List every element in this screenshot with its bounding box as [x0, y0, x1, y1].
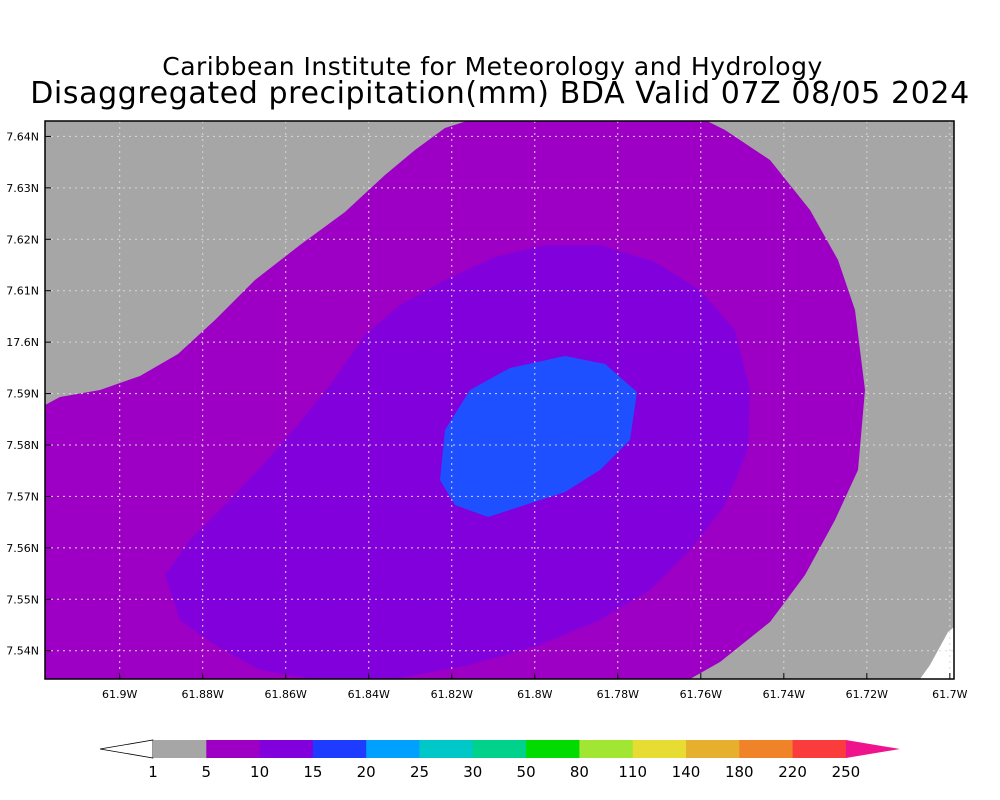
- colorbar-swatch: [366, 740, 420, 758]
- colorbar-label: 110: [618, 763, 647, 781]
- lon-tick-label: 61.82W: [431, 688, 473, 701]
- lat-tick-label: 7.62N: [6, 233, 39, 246]
- colorbar-label: 30: [463, 763, 482, 781]
- colorbar-swatch: [632, 740, 687, 758]
- colorbar-label: 80: [570, 763, 589, 781]
- lat-tick-label: 7.59N: [6, 388, 39, 401]
- region-below-1mm: [920, 627, 954, 679]
- colorbar-label: 15: [303, 763, 322, 781]
- colorbar-label: 220: [778, 763, 807, 781]
- colorbar-label: 20: [357, 763, 376, 781]
- colorbar-over-arrow: [845, 740, 900, 758]
- colorbar-swatch: [419, 740, 474, 758]
- colorbar-swatch: [686, 740, 740, 758]
- colorbar-label: 5: [202, 763, 212, 781]
- colorbar-label: 1: [148, 763, 158, 781]
- lon-tick-label: 61.8W: [517, 688, 552, 701]
- map-title: Caribbean Institute for Meteorology and …: [162, 52, 823, 81]
- lon-tick-label: 61.84W: [348, 688, 390, 701]
- lat-tick-label: 7.57N: [6, 490, 39, 503]
- colorbar-under-arrow: [99, 739, 154, 759]
- map-frame: [44, 120, 955, 680]
- colorbar-swatch: [153, 740, 207, 758]
- lon-tick-label: 61.78W: [597, 688, 639, 701]
- lon-tick-label: 61.88W: [182, 688, 224, 701]
- colorbar-label: 50: [517, 763, 536, 781]
- colorbar-label: 140: [672, 763, 701, 781]
- colorbar: 1 5 10 15 20 25 30 50 80 110 140 180 220 250: [99, 739, 900, 781]
- map-plot-area: [45, 121, 954, 679]
- colorbar-label: 25: [410, 763, 429, 781]
- colorbar-label: 180: [725, 763, 754, 781]
- colorbar-swatch: [526, 740, 580, 758]
- lat-tick-label: 7.64N: [6, 130, 39, 143]
- colorbar-label: 250: [832, 763, 861, 781]
- lon-tick-label: 61.74W: [763, 688, 805, 701]
- lon-tick-label: 61.76W: [680, 688, 722, 701]
- longitude-axis: 61.9W 61.88W 61.86W 61.84W 61.82W 61.8W 61.78W…: [102, 673, 968, 701]
- colorbar-swatch: [259, 740, 314, 758]
- latitude-axis: 7.64N 7.63N 7.62N 7.61N 17.6N 7.59N 7.58N 7.57N…: [6, 130, 51, 658]
- lat-tick-label: 7.55N: [6, 593, 39, 606]
- colorbar-label: 10: [250, 763, 269, 781]
- map-subtitle: Disaggregated precipitation(mm) BDA Vali…: [30, 76, 970, 111]
- lat-tick-label: 7.56N: [6, 542, 39, 555]
- lat-tick-label: 17.6N: [6, 336, 39, 349]
- colorbar-swatch: [792, 740, 847, 758]
- region-15-20mm: [440, 356, 637, 517]
- map-gridlines: [45, 121, 954, 679]
- lon-tick-label: 61.7W: [932, 688, 967, 701]
- colorbar-swatch: [472, 740, 527, 758]
- colorbar-swatch: [206, 740, 261, 758]
- lon-tick-label: 61.86W: [265, 688, 307, 701]
- lon-tick-label: 61.72W: [846, 688, 888, 701]
- colorbar-swatch: [579, 740, 634, 758]
- colorbar-swatch: [312, 740, 367, 758]
- lon-tick-label: 61.9W: [102, 688, 137, 701]
- lat-tick-label: 7.54N: [6, 645, 39, 658]
- colorbar-swatch: [739, 740, 794, 758]
- lat-tick-label: 7.61N: [6, 285, 39, 298]
- lat-tick-label: 7.63N: [6, 182, 39, 195]
- lat-tick-label: 7.58N: [6, 439, 39, 452]
